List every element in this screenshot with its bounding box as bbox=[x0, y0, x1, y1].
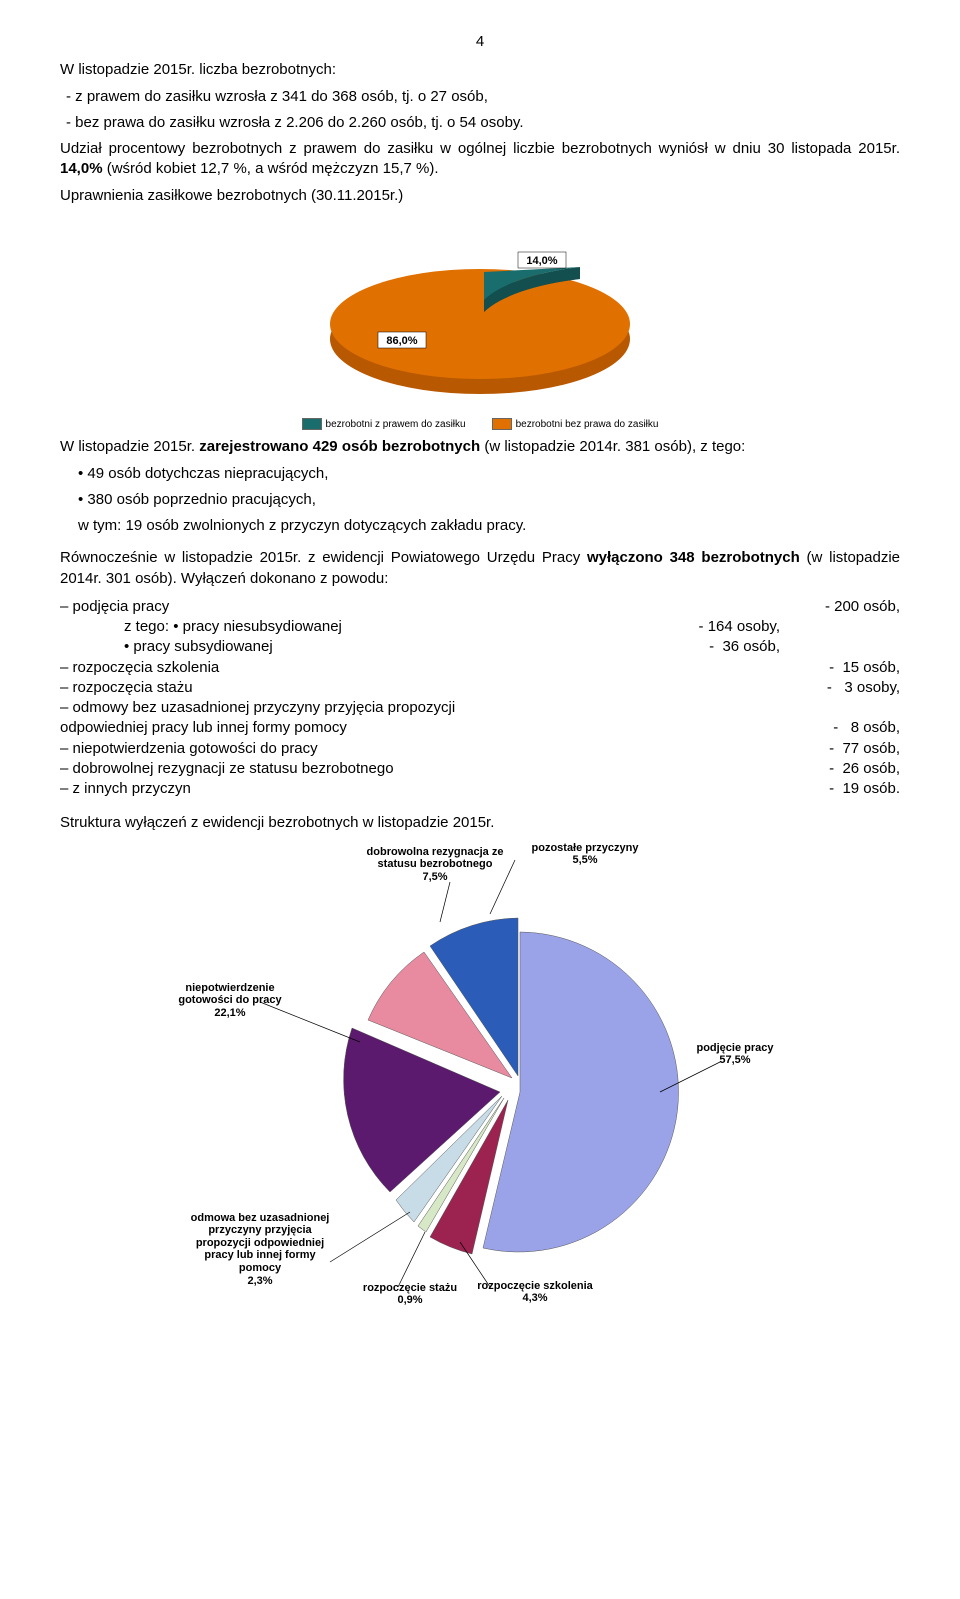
reg-item-3: w tym: 19 osób zwolnionych z przyczyn do… bbox=[78, 516, 900, 536]
page-number: 4 bbox=[60, 32, 900, 52]
callout-staz: rozpoczęcie stażu0,9% bbox=[350, 1282, 470, 1307]
excl-label: – dobrowolnej rezygnacji ze statusu bezr… bbox=[60, 759, 394, 779]
excl-val: - 36 osób, bbox=[709, 637, 900, 657]
excl-val: - 200 osób, bbox=[825, 597, 900, 617]
excl-row: – odmowy bez uzasadnionej przyczyny przy… bbox=[60, 698, 900, 718]
excl-val: - 15 osób, bbox=[829, 658, 900, 678]
para3-b: zarejestrowano 429 osób bezrobotnych bbox=[199, 438, 480, 455]
callout-odmowa: odmowa bez uzasadnionejprzyczyny przyjęc… bbox=[170, 1212, 350, 1288]
excl-label: – z innych przyczyn bbox=[60, 779, 191, 799]
excl-row: • pracy subsydiowanej - 36 osób, bbox=[60, 637, 900, 657]
excl-row: z tego: • pracy niesubsydiowanej - 164 os… bbox=[60, 617, 900, 637]
para3-c: (w listopadzie 2014r. 381 osób), z tego: bbox=[480, 438, 745, 455]
excl-row: – z innych przyczyn - 19 osób. bbox=[60, 779, 900, 799]
excl-val: - 19 osób. bbox=[829, 779, 900, 799]
chart1-title: Uprawnienia zasiłkowe bezrobotnych (30.1… bbox=[60, 186, 900, 206]
excl-label: odpowiedniej pracy lub innej formy pomoc… bbox=[60, 718, 347, 738]
excl-row: – niepotwierdzenia gotowości do pracy - 7… bbox=[60, 739, 900, 759]
excl-label: – rozpoczęcia szkolenia bbox=[60, 658, 219, 678]
excl-label: • pracy subsydiowanej bbox=[124, 637, 273, 657]
excl-val: - 26 osób, bbox=[829, 759, 900, 779]
para2-a: Udział procentowy bezrobotnych z prawem … bbox=[60, 140, 900, 157]
excl-label: – podjęcia pracy bbox=[60, 597, 169, 617]
para3-a: W listopadzie 2015r. bbox=[60, 438, 199, 455]
excl-row: – rozpoczęcia szkolenia - 15 osób, bbox=[60, 658, 900, 678]
legend-item-2: bezrobotni bez prawa do zasiłku bbox=[492, 418, 659, 432]
intro-item-1: - z prawem do zasiłku wzrosła z 341 do 3… bbox=[66, 87, 900, 107]
legend-swatch bbox=[302, 418, 322, 430]
excl-val: - 3 osoby, bbox=[827, 678, 900, 698]
excl-row: – dobrowolnej rezygnacji ze statusu bezr… bbox=[60, 759, 900, 779]
legend-text: bezrobotni z prawem do zasiłku bbox=[326, 419, 466, 430]
exclusions-list: – podjęcia pracy - 200 osób, z tego: • pr… bbox=[60, 597, 900, 800]
paragraph-registered: W listopadzie 2015r. zarejestrowano 429 … bbox=[60, 437, 900, 457]
intro-item-2: - bez prawa do zasiłku wzrosła z 2.206 d… bbox=[66, 113, 900, 133]
para4-a: Równocześnie w listopadzie 2015r. z ewid… bbox=[60, 549, 587, 566]
excl-val: - 77 osób, bbox=[829, 739, 900, 759]
excl-label: – odmowy bez uzasadnionej przyczyny przy… bbox=[60, 698, 455, 718]
para4-b: wyłączono 348 bezrobotnych bbox=[587, 549, 800, 566]
callout-niepotwierdzenie: niepotwierdzeniegotowości do pracy22,1% bbox=[160, 982, 300, 1020]
excl-val: - 8 osób, bbox=[833, 718, 900, 738]
excl-row: odpowiedniej pracy lub innej formy pomoc… bbox=[60, 718, 900, 738]
pie-chart-exclusions: dobrowolna rezygnacja zestatusu bezrobot… bbox=[160, 842, 800, 1302]
para2-c: (wśród kobiet 12,7 %, a wśród mężczyzn 1… bbox=[103, 160, 439, 177]
chart2-title: Struktura wyłączeń z ewidencji bezrobotn… bbox=[60, 813, 900, 833]
paragraph-share: Udział procentowy bezrobotnych z prawem … bbox=[60, 139, 900, 180]
reg-item-1: • 49 osób dotychczas niepracujących, bbox=[78, 464, 900, 484]
excl-val: - 164 osoby, bbox=[699, 617, 900, 637]
paragraph-excluded: Równocześnie w listopadzie 2015r. z ewid… bbox=[60, 548, 900, 589]
legend-item-1: bezrobotni z prawem do zasiłku bbox=[302, 418, 466, 432]
legend-text: bezrobotni bez prawa do zasiłku bbox=[516, 419, 659, 430]
reg-item-2: • 380 osób poprzednio pracujących, bbox=[78, 490, 900, 510]
excl-label: – rozpoczęcia stażu bbox=[60, 678, 193, 698]
excl-label: z tego: • pracy niesubsydiowanej bbox=[124, 617, 342, 637]
excl-label: – niepotwierdzenia gotowości do pracy bbox=[60, 739, 318, 759]
callout-szkolenia: rozpoczęcie szkolenia4,3% bbox=[460, 1280, 610, 1305]
callout-rezygnacja: dobrowolna rezygnacja zestatusu bezrobot… bbox=[340, 846, 530, 884]
slice-label-86: 86,0% bbox=[386, 335, 417, 347]
legend-swatch bbox=[492, 418, 512, 430]
slice-label-14: 14,0% bbox=[526, 255, 557, 267]
para2-b: 14,0% bbox=[60, 160, 103, 177]
excl-row: – podjęcia pracy - 200 osób, bbox=[60, 597, 900, 617]
excl-row: – rozpoczęcia stażu - 3 osoby, bbox=[60, 678, 900, 698]
pie-chart-entitlements: 14,0% 86,0% bezrobotni z prawem do zasił… bbox=[220, 224, 740, 432]
intro-line: W listopadzie 2015r. liczba bezrobotnych… bbox=[60, 60, 900, 80]
callout-podjecie: podjęcie pracy57,5% bbox=[680, 1042, 790, 1067]
pie-chart-svg: 14,0% 86,0% bbox=[270, 224, 690, 414]
callout-pozostale: pozostałe przyczyny5,5% bbox=[510, 842, 660, 867]
chart1-legend: bezrobotni z prawem do zasiłku bezrobotn… bbox=[220, 418, 740, 432]
